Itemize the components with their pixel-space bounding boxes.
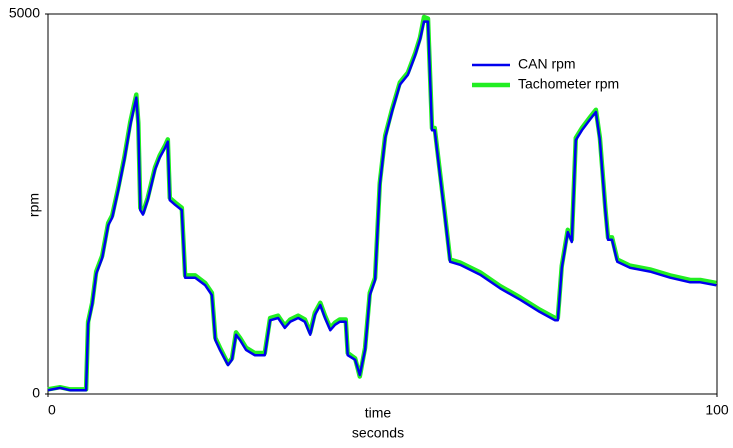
- y-tick-label: 5000: [9, 5, 40, 21]
- legend-label: CAN rpm: [518, 56, 576, 72]
- x-axis-label: time: [365, 405, 392, 421]
- x-axis-unit: seconds: [352, 425, 404, 441]
- series-line: [47, 14, 717, 392]
- plot-frame: [47, 13, 718, 395]
- x-tick-label: 0: [48, 402, 56, 418]
- series-line: [47, 20, 717, 392]
- legend-label: Tachometer rpm: [518, 76, 619, 92]
- x-tick-label: 100: [705, 402, 729, 418]
- y-tick-label: 0: [32, 385, 40, 401]
- y-axis-label: rpm: [26, 193, 42, 217]
